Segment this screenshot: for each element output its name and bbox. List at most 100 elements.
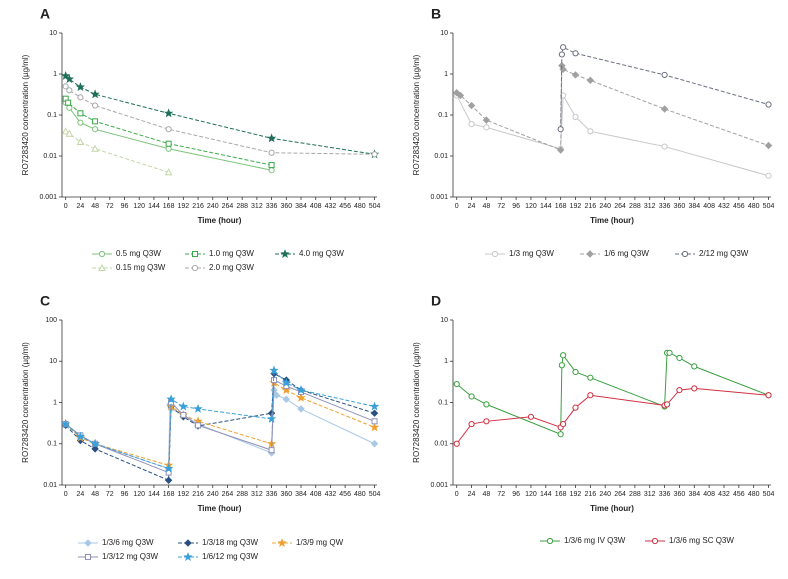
x-tick-label: 312 — [644, 491, 656, 498]
marker — [164, 476, 173, 485]
x-tick-label: 144 — [148, 203, 160, 210]
marker — [661, 143, 668, 150]
x-tick-label: 0 — [455, 203, 459, 210]
x-tick-label: 432 — [325, 203, 337, 210]
y-tick-label: 1 — [444, 358, 448, 365]
marker — [90, 89, 100, 99]
marker — [586, 76, 595, 85]
x-tick-label: 336 — [266, 203, 278, 210]
marker — [587, 128, 594, 135]
marker — [193, 403, 203, 413]
x-tick-label: 168 — [163, 491, 175, 498]
x-tick-label: 24 — [468, 491, 476, 498]
marker — [165, 126, 172, 133]
marker — [527, 413, 535, 420]
x-tick-label: 264 — [222, 203, 234, 210]
series-line — [65, 379, 375, 474]
legend-marker — [192, 251, 198, 257]
x-tick-label: 360 — [674, 203, 686, 210]
marker — [557, 431, 564, 438]
y-tick-label: 0.1 — [438, 112, 448, 119]
marker — [369, 401, 380, 411]
x-tick-label: 456 — [733, 203, 745, 210]
x-tick-label: 264 — [614, 491, 626, 498]
marker — [691, 385, 698, 392]
y-tick-label: 1 — [444, 71, 448, 78]
series-line — [456, 387, 769, 445]
x-tick-label: 408 — [310, 491, 322, 498]
series-line — [560, 46, 769, 130]
panel-label: C — [40, 293, 50, 309]
x-tick-label: 504 — [369, 203, 381, 210]
marker — [77, 94, 84, 101]
x-tick-label: 432 — [325, 491, 337, 498]
x-tick-label: 432 — [718, 491, 730, 498]
x-tick-label: 192 — [570, 491, 582, 498]
series-line — [65, 372, 375, 482]
marker — [765, 392, 772, 399]
marker — [92, 118, 99, 125]
x-axis-title: Time (hour) — [198, 216, 242, 225]
y-tick-label: 10 — [49, 30, 57, 37]
marker — [66, 87, 73, 94]
x-tick-label: 336 — [659, 203, 671, 210]
marker — [91, 445, 99, 453]
marker — [556, 146, 565, 154]
series-line — [456, 65, 769, 151]
x-tick-label: 96 — [512, 203, 520, 210]
marker — [195, 422, 202, 429]
x-tick-label: 168 — [555, 491, 567, 498]
legend-label: 1/3 mg Q3W — [509, 249, 554, 258]
x-tick-label: 384 — [295, 491, 307, 498]
x-tick-label: 288 — [236, 203, 248, 210]
marker — [453, 440, 460, 447]
marker — [456, 91, 465, 100]
legend-label: 1/6 mg Q3W — [604, 249, 649, 258]
legend-marker — [491, 250, 499, 258]
y-axis-title: RO7283420 concentration (µg/ml) — [412, 342, 421, 463]
legend-label: 0.15 mg Q3W — [116, 263, 166, 272]
legend-marker — [85, 554, 91, 560]
marker — [296, 392, 306, 402]
marker — [166, 394, 176, 404]
y-tick-label: 10 — [49, 358, 57, 365]
series-line — [65, 86, 375, 155]
marker — [482, 116, 491, 124]
marker — [676, 386, 683, 394]
marker — [77, 119, 84, 126]
marker — [77, 110, 84, 117]
marker — [65, 129, 74, 137]
x-tick-label: 456 — [339, 491, 351, 498]
x-tick-label: 504 — [763, 203, 775, 210]
legend-marker — [546, 537, 554, 545]
x-tick-label: 504 — [763, 491, 775, 498]
x-tick-label: 360 — [280, 491, 292, 498]
x-tick-label: 264 — [614, 203, 626, 210]
y-tick-label: 0.01 — [43, 153, 57, 160]
legend-label: 2/12 mg Q3W — [699, 249, 749, 258]
marker — [765, 101, 772, 108]
marker — [90, 438, 100, 448]
marker — [661, 71, 668, 79]
marker — [369, 422, 380, 432]
marker — [560, 420, 567, 428]
x-tick-label: 48 — [91, 491, 99, 498]
legend-label: 1.0 mg Q3W — [209, 249, 254, 258]
x-tick-label: 456 — [339, 203, 351, 210]
marker — [571, 71, 580, 79]
x-tick-label: 504 — [369, 491, 381, 498]
marker — [272, 391, 281, 399]
x-tick-label: 24 — [468, 203, 476, 210]
x-tick-label: 72 — [497, 491, 505, 498]
x-tick-label: 240 — [207, 203, 219, 210]
marker — [266, 414, 277, 423]
y-tick-label: 0.001 — [430, 482, 448, 489]
series-line — [456, 93, 769, 177]
marker — [765, 172, 772, 179]
marker — [62, 83, 69, 90]
x-tick-label: 408 — [703, 491, 715, 498]
x-tick-label: 48 — [483, 203, 491, 210]
x-tick-label: 240 — [599, 491, 611, 498]
x-tick-label: 192 — [570, 203, 582, 210]
